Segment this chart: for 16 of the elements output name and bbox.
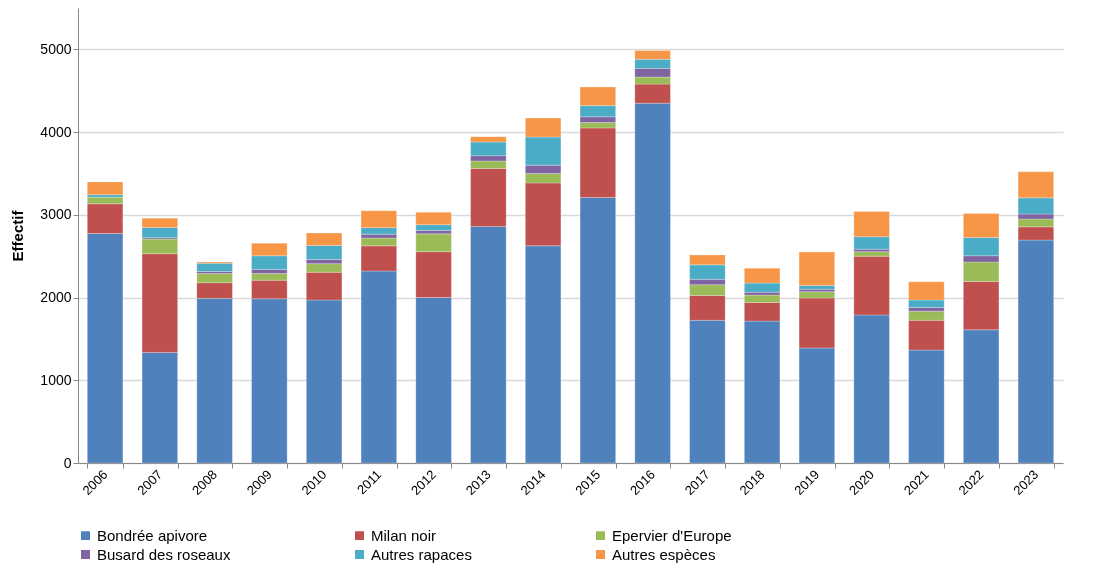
y-axis-title: Effectif <box>9 209 27 262</box>
y-tick-label: 2000 <box>40 289 72 306</box>
bar <box>196 262 233 272</box>
legend-label: Autres rapaces <box>371 545 472 563</box>
legend-label: Autres espèces <box>612 545 716 563</box>
bar <box>87 181 124 195</box>
y-tick-label: 4000 <box>40 123 72 140</box>
bar <box>798 251 835 286</box>
y-tick-label: 1000 <box>40 371 72 388</box>
y-tick-label: 5000 <box>40 40 72 57</box>
y-tick-label: 3000 <box>40 206 72 223</box>
legend-label: Busard des roseaux <box>97 545 231 563</box>
legend-label: Epervier d'Europe <box>612 526 732 544</box>
y-tick-label: 0 <box>63 454 72 471</box>
legend-label: Milan noir <box>371 526 437 544</box>
legend-label: Bondrée apivore <box>97 526 208 544</box>
